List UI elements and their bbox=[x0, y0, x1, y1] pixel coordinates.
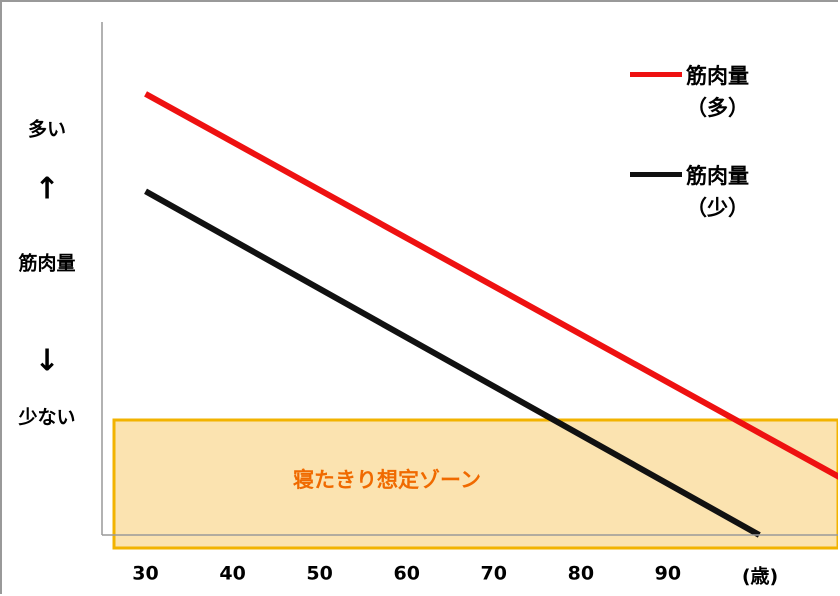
legend-label: 筋肉量（多） bbox=[686, 64, 749, 120]
x-tick-label: 70 bbox=[481, 563, 507, 585]
legend-item: 筋肉量（多） bbox=[630, 60, 749, 124]
line bbox=[144, 91, 838, 480]
x-tick-label: 50 bbox=[306, 563, 332, 585]
y-label: 筋肉量 bbox=[18, 252, 75, 275]
y-label: 少ない bbox=[17, 407, 75, 429]
x-unit: (歳) bbox=[742, 566, 778, 588]
y-label: ↑ bbox=[34, 172, 59, 207]
legend-label: 筋肉量（少） bbox=[686, 164, 749, 220]
legend-swatch bbox=[630, 172, 682, 177]
x-tick-label: 90 bbox=[655, 563, 681, 585]
x-tick-label: 60 bbox=[393, 563, 419, 585]
y-label: 多い bbox=[28, 118, 66, 141]
legend-item: 筋肉量（少） bbox=[630, 160, 749, 224]
y-label: ↓ bbox=[34, 344, 59, 379]
zone-label: 寝たきり想定ゾーン bbox=[293, 468, 481, 492]
legend-swatch bbox=[630, 72, 682, 77]
zone bbox=[112, 418, 838, 550]
line bbox=[144, 188, 761, 538]
x-tick-label: 80 bbox=[568, 563, 594, 585]
x-tick-label: 40 bbox=[219, 563, 245, 585]
x-tick-label: 30 bbox=[132, 563, 158, 585]
